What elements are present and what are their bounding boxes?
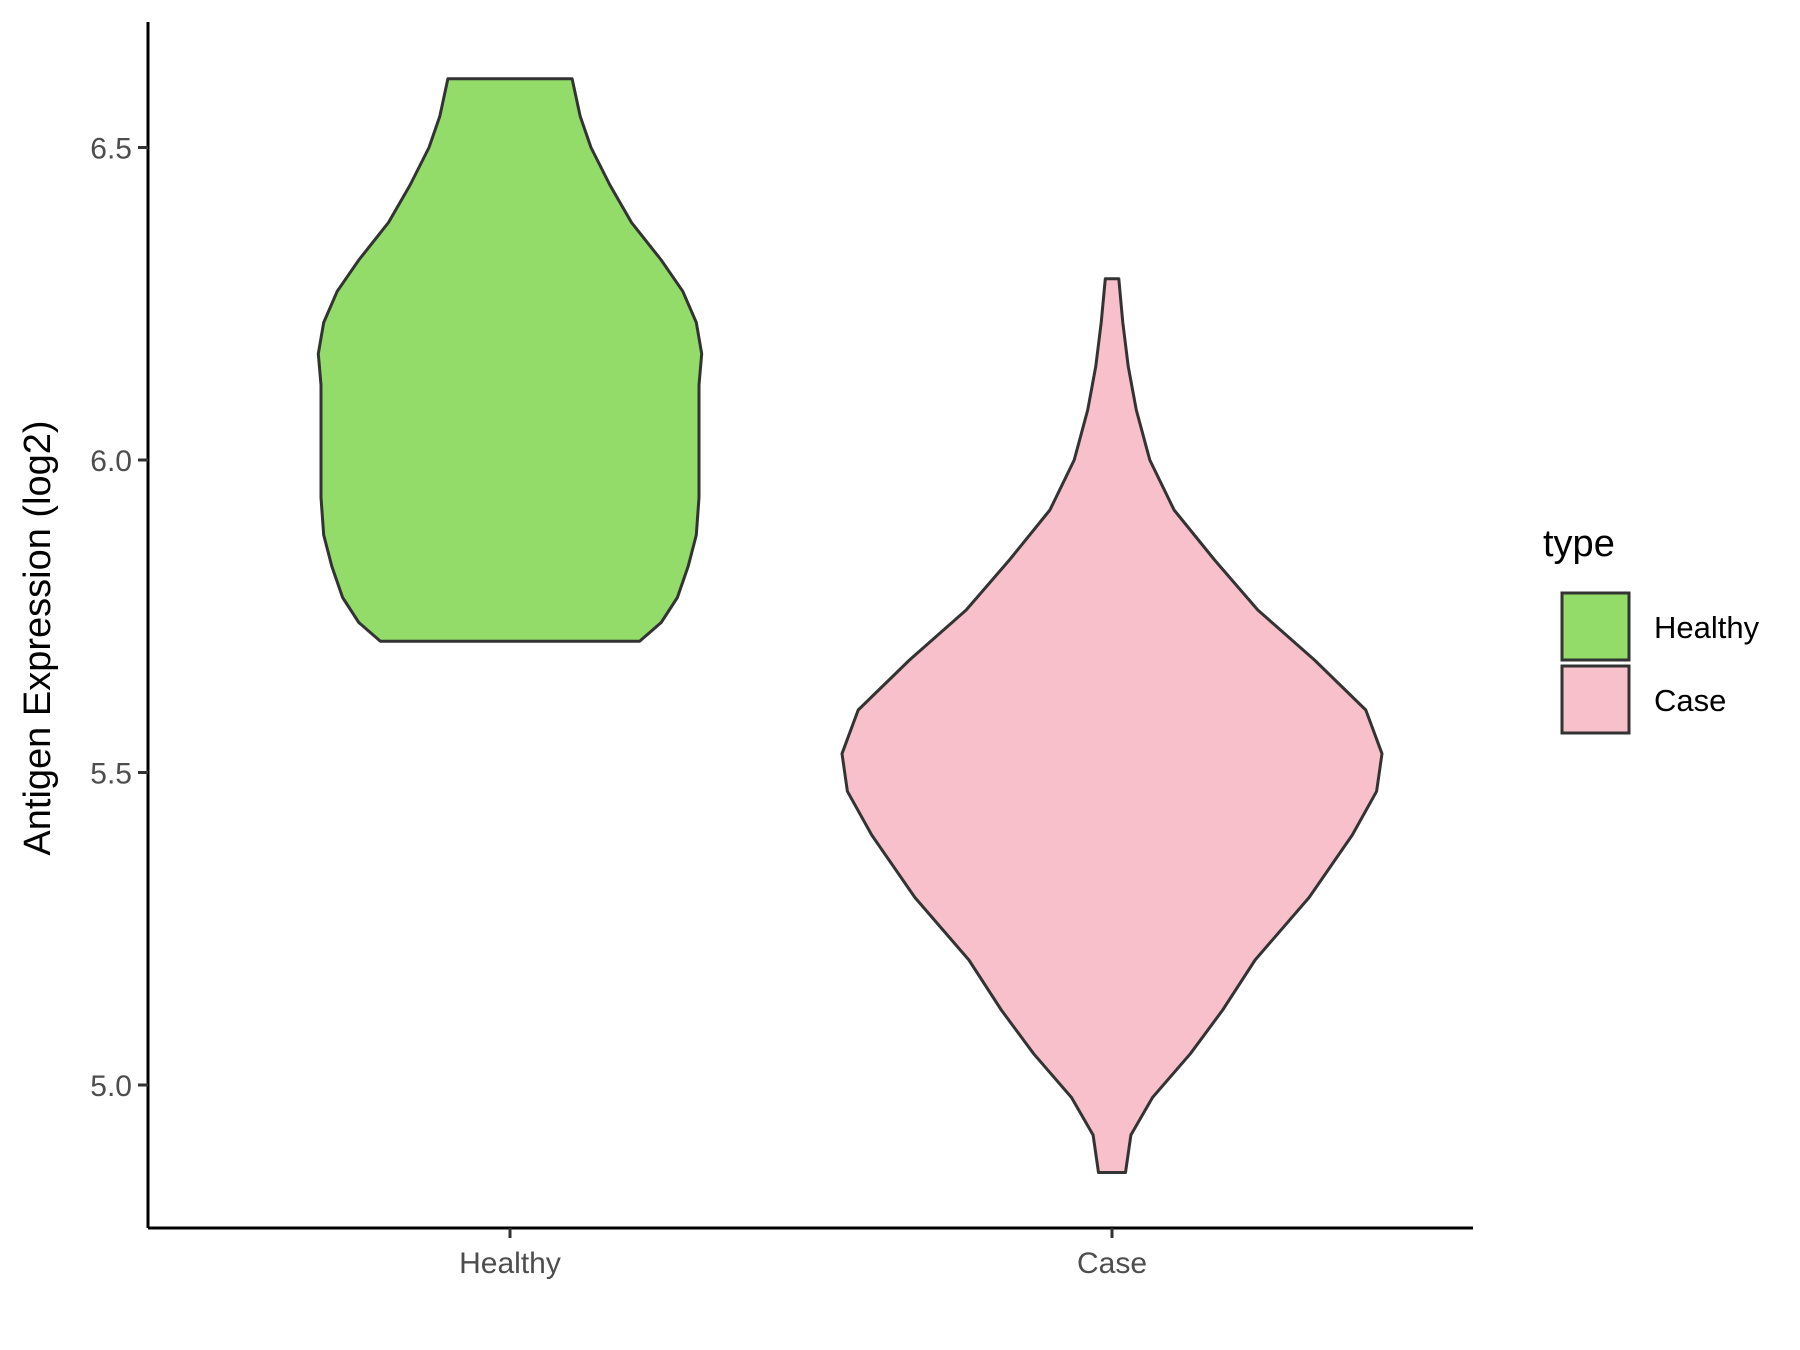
legend-label-case: Case <box>1654 683 1726 718</box>
legend-label-healthy: Healthy <box>1654 610 1760 645</box>
legend-key-healthy <box>1560 591 1631 662</box>
legend-key-case <box>1560 664 1631 735</box>
y-tick-label: 5.5 <box>90 758 132 791</box>
axes: 5.0 5.5 6.0 6.5 Healthy Case <box>90 22 1473 1280</box>
legend: type Healthy Case <box>1543 523 1760 735</box>
y-tick-label: 5.0 <box>90 1070 132 1103</box>
violin-case <box>840 277 1384 1174</box>
y-axis-title: Antigen Expression (log2) <box>17 420 59 855</box>
y-tick-label: 6.0 <box>90 445 132 478</box>
x-tick-label: Case <box>1077 1247 1147 1280</box>
plot-area <box>316 77 1384 1174</box>
violin-healthy <box>316 77 704 643</box>
x-tick-label: Healthy <box>459 1247 561 1280</box>
y-tick-label: 6.5 <box>90 133 132 166</box>
legend-title: type <box>1543 523 1615 565</box>
